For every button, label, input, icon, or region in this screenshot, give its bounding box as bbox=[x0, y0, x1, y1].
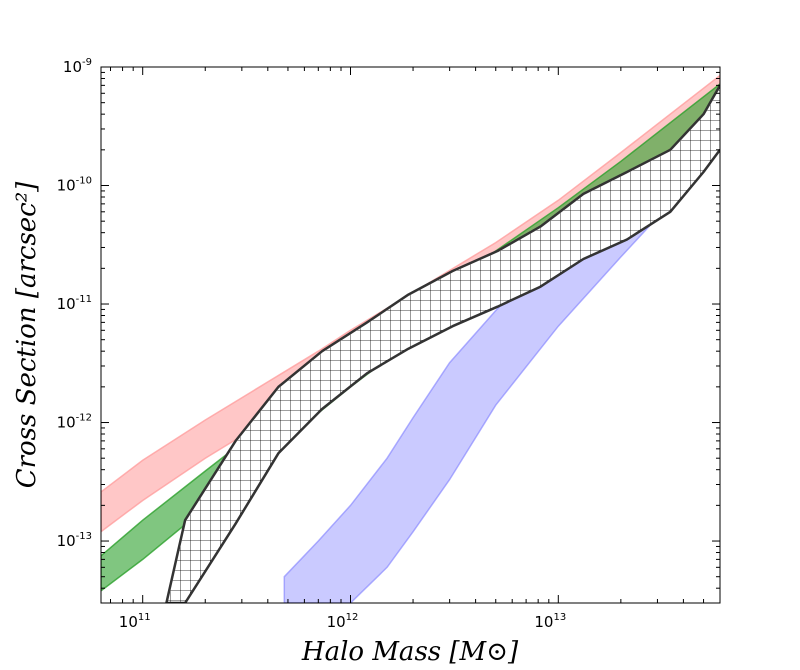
y-tick-label: 10-13 bbox=[57, 531, 92, 550]
y-tick-label-base: 10 bbox=[63, 58, 82, 76]
y-tick-label-exp: -11 bbox=[76, 294, 92, 305]
y-axis-label: Cross Section [arcsec²] bbox=[12, 181, 42, 488]
y-tick-label: 10-9 bbox=[63, 57, 92, 76]
y-tick-label: 10-11 bbox=[57, 294, 92, 313]
y-tick-label: 10-10 bbox=[57, 176, 92, 195]
x-tick-label-exp: 13 bbox=[553, 612, 566, 623]
y-tick-label-base: 10 bbox=[57, 414, 76, 432]
x-tick-label: 1011 bbox=[119, 612, 151, 631]
x-tick-label-exp: 11 bbox=[138, 612, 151, 623]
y-tick-label: 10-12 bbox=[57, 413, 92, 432]
y-tick-label-exp: -9 bbox=[82, 57, 92, 68]
y-tick-label-base: 10 bbox=[57, 177, 76, 195]
y-tick-label-base: 10 bbox=[57, 295, 76, 313]
y-tick-label-exp: -13 bbox=[76, 531, 92, 542]
hatched-band-lower-line bbox=[166, 149, 720, 603]
hatched-band-upper-line bbox=[165, 84, 720, 603]
x-axis-label: Halo Mass [M⊙] bbox=[301, 637, 519, 667]
series-layer bbox=[101, 74, 720, 603]
y-tick-label-exp: -10 bbox=[76, 176, 92, 187]
y-tick-label-exp: -12 bbox=[76, 413, 92, 424]
hatched-band-hatch bbox=[166, 85, 720, 603]
x-tick-label-base: 10 bbox=[119, 613, 138, 631]
ticks-layer bbox=[101, 66, 721, 604]
plot-frame bbox=[100, 66, 721, 604]
x-tick-label-base: 10 bbox=[327, 613, 346, 631]
x-tick-label-base: 10 bbox=[534, 613, 553, 631]
x-tick-label: 1013 bbox=[534, 612, 566, 631]
x-tick-label: 1012 bbox=[327, 612, 359, 631]
y-tick-label-base: 10 bbox=[57, 532, 76, 550]
x-tick-label-exp: 12 bbox=[346, 612, 359, 623]
